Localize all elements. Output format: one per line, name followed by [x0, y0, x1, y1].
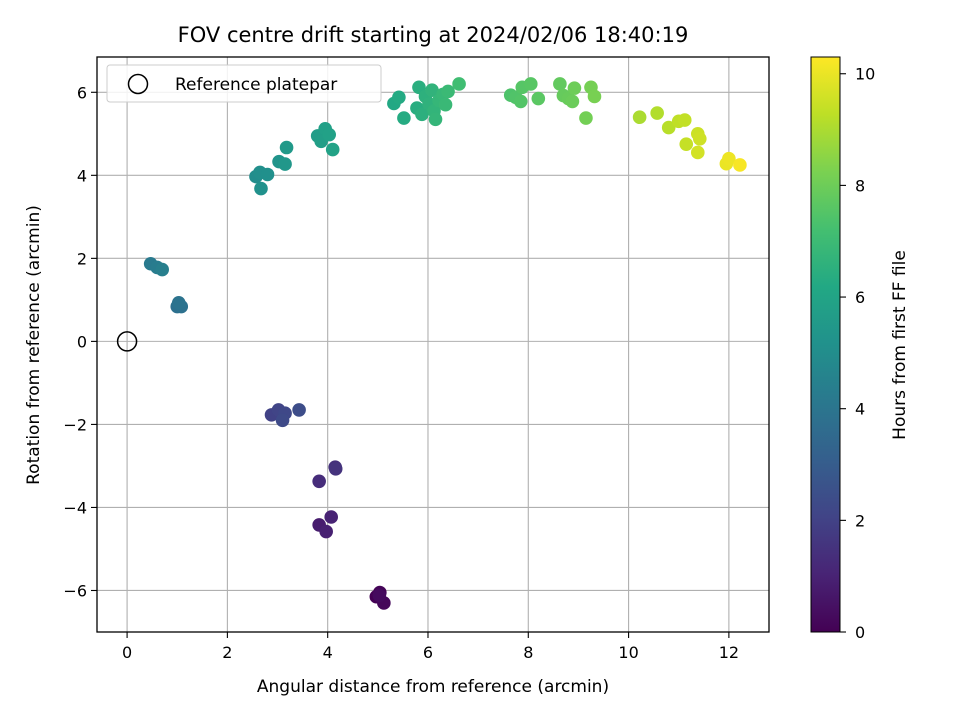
data-point: [328, 462, 343, 476]
y-tick-label: −6: [63, 581, 87, 600]
colorbar-gradient: [810, 56, 841, 633]
y-axis-ticks: −6 −4 −2 0 2 4 6: [63, 83, 97, 600]
data-point: [425, 83, 439, 98]
legend: Reference platepar: [106, 64, 382, 103]
colorbar-tick-label: 0: [855, 623, 865, 642]
data-point: [567, 81, 582, 95]
y-tick-label: 0: [77, 332, 87, 351]
y-axis-label: Rotation from reference (arcmin): [24, 205, 44, 485]
data-point: [579, 111, 593, 125]
data-point: [692, 131, 707, 146]
colorbar-tick-label: 8: [855, 176, 865, 195]
colorbar-tick-label: 6: [855, 288, 865, 307]
data-point: [275, 413, 290, 428]
x-tick-label: 8: [523, 643, 533, 662]
x-axis-ticks: 0 2 4 6 8 10 12: [122, 632, 739, 662]
data-point: [677, 113, 692, 127]
y-tick-label: 4: [77, 166, 87, 185]
data-point: [312, 474, 326, 489]
data-point: [531, 91, 546, 106]
data-point: [278, 157, 292, 171]
x-tick-label: 12: [719, 643, 739, 662]
data-point: [292, 403, 306, 417]
data-point: [397, 111, 411, 125]
legend-box: [106, 64, 382, 103]
legend-entry-reference: Reference platepar: [175, 75, 337, 95]
x-tick-label: 10: [618, 643, 638, 662]
data-point: [428, 112, 443, 127]
colorbar-tick-label: 10: [855, 65, 875, 84]
data-point: [438, 97, 453, 112]
data-point: [155, 262, 169, 277]
x-tick-label: 6: [423, 643, 433, 662]
data-point: [322, 127, 336, 142]
y-tick-label: −4: [63, 498, 87, 517]
x-tick-label: 4: [323, 643, 333, 662]
data-point: [452, 77, 466, 91]
data-point: [260, 167, 275, 182]
data-point: [523, 77, 538, 91]
y-tick-label: 2: [77, 249, 87, 268]
data-point: [722, 151, 736, 166]
data-point: [441, 84, 455, 99]
chart-title: FOV centre drift starting at 2024/02/06 …: [178, 23, 689, 47]
y-tick-label: 6: [77, 83, 87, 102]
data-point: [415, 107, 429, 122]
data-point: [553, 77, 567, 91]
data-point: [565, 94, 580, 109]
data-point: [587, 89, 602, 104]
colorbar-label: Hours from first FF file: [890, 250, 910, 440]
data-point: [324, 510, 338, 524]
x-axis-label: Angular distance from reference (arcmin): [257, 677, 609, 697]
data-point: [254, 181, 268, 196]
data-point: [372, 588, 387, 603]
data-point: [392, 90, 406, 105]
x-tick-label: 0: [122, 643, 132, 662]
colorbar-tick-label: 4: [855, 400, 865, 419]
data-point: [690, 145, 705, 160]
plot-frame: [96, 56, 770, 633]
data-point: [513, 94, 528, 109]
colorbar: 0 2 4 6 8 10 Hours from first FF file: [810, 56, 910, 642]
data-point: [319, 524, 333, 539]
x-tick-label: 2: [222, 643, 232, 662]
data-point: [679, 137, 694, 151]
grid: [97, 57, 769, 632]
y-tick-label: −2: [63, 415, 87, 434]
data-point: [171, 295, 186, 310]
reference-platepar-marker: [116, 331, 138, 352]
data-points: [116, 77, 747, 610]
data-point: [325, 142, 340, 157]
colorbar-ticks: 0 2 4 6 8 10: [840, 65, 875, 642]
data-point: [279, 140, 294, 155]
legend-marker-circle: [127, 73, 149, 95]
colorbar-tick-label: 2: [855, 511, 865, 530]
data-point: [632, 110, 647, 124]
data-point: [733, 158, 747, 172]
data-point: [661, 120, 676, 135]
data-point: [650, 106, 664, 120]
